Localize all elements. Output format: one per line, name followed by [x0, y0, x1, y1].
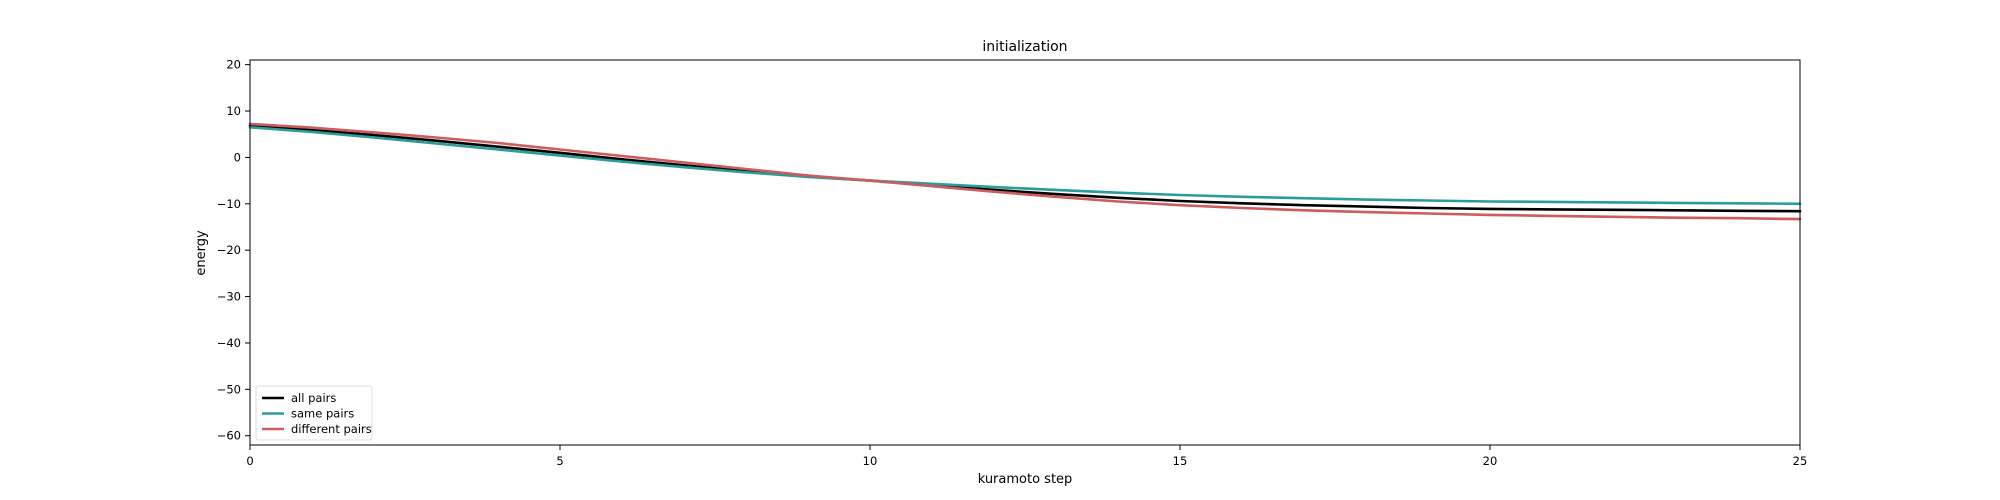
x-tick-label: 15 [1173, 454, 1188, 468]
x-tick-label: 5 [556, 454, 563, 468]
x-axis-label: kuramoto step [978, 472, 1073, 487]
legend-box [255, 385, 373, 441]
plot-frame [249, 59, 1801, 446]
x-tick-label: 10 [863, 454, 878, 468]
x-tick-label: 0 [246, 454, 253, 468]
y-tick-label: 10 [226, 104, 241, 118]
x-axis: 0 5 10 15 20 25 [246, 445, 1807, 468]
y-tick-label: 0 [234, 150, 241, 164]
legend-label: same pairs [291, 407, 354, 421]
plot-area [250, 60, 1800, 445]
series-line-1 [248, 124, 1802, 213]
series-line-2 [248, 126, 1802, 206]
legend-label: different pairs [291, 422, 372, 436]
series-line-3 [248, 122, 1802, 221]
y-tick-label: 20 [226, 58, 241, 72]
x-tick-label: 20 [1483, 454, 1498, 468]
y-tick-label: −60 [217, 429, 241, 443]
y-tick-label: −30 [217, 290, 241, 304]
chart-title: initialization [982, 39, 1067, 55]
y-tick-label: −50 [217, 382, 241, 396]
y-tick-label: −40 [217, 336, 241, 350]
y-tick-label: −20 [217, 243, 241, 257]
y-axis: 20 10 0 −10 −20 −30 −40 −50 −60 [217, 58, 250, 443]
y-tick-label: −10 [217, 197, 241, 211]
y-axis-label: energy [194, 230, 209, 276]
series-layer [248, 122, 1802, 221]
legend-label: all pairs [291, 391, 336, 405]
x-tick-label: 25 [1793, 454, 1808, 468]
